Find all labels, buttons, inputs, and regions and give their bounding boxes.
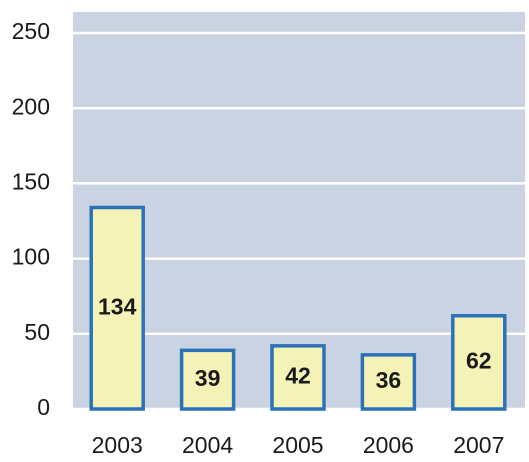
- bar: [179, 348, 236, 411]
- y-tick-label: 150: [12, 169, 50, 195]
- y-tick-label: 100: [12, 244, 50, 270]
- value-label: 134: [98, 293, 137, 319]
- value-label: 42: [285, 362, 311, 388]
- y-tick-label: 200: [12, 93, 50, 119]
- bar: [360, 353, 417, 411]
- bar: [89, 205, 145, 411]
- plot-area: [73, 12, 525, 409]
- y-tick-label: 50: [24, 319, 50, 345]
- x-tick-label: 2005: [272, 432, 323, 458]
- value-label: 36: [376, 367, 402, 393]
- x-tick-label: 2004: [182, 432, 233, 458]
- y-tick-label: 250: [12, 18, 50, 44]
- value-label: 62: [466, 347, 492, 373]
- x-tick-label: 2007: [453, 432, 504, 458]
- value-label: 39: [195, 365, 221, 391]
- bar: [451, 314, 507, 411]
- y-tick-label: 0: [37, 394, 50, 420]
- bar: [270, 344, 326, 411]
- x-tick-label: 2003: [92, 432, 143, 458]
- x-tick-label: 2006: [363, 432, 414, 458]
